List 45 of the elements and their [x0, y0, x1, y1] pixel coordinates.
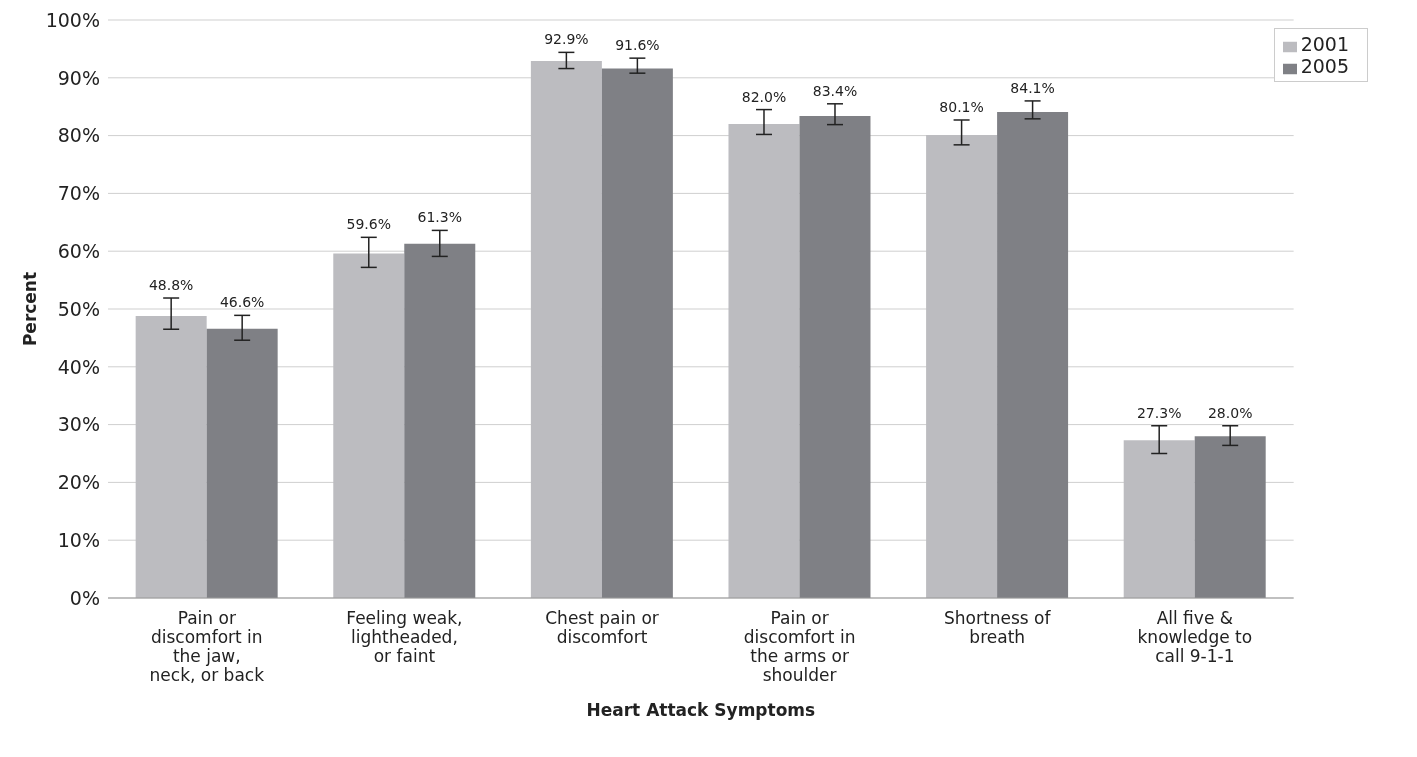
y-tick-label: 10%: [57, 528, 100, 551]
y-tick-label: 100%: [45, 8, 100, 31]
data-label: 80.1%: [939, 98, 984, 115]
data-label: 91.6%: [615, 37, 660, 54]
data-label: 61.3%: [417, 209, 463, 226]
x-tick-label: Feeling weak, lightheaded, or faint: [346, 608, 463, 666]
data-label: 82.0%: [741, 88, 787, 105]
bar: [404, 243, 476, 598]
x-axis-title: Heart Attack Symptoms: [586, 700, 816, 720]
data-label: 28.0%: [1207, 404, 1253, 421]
data-label: 92.9%: [544, 31, 589, 48]
y-tick-label: 70%: [57, 182, 100, 205]
data-label: 84.1%: [1010, 79, 1055, 96]
bar: [601, 68, 673, 598]
x-tick-label: Chest pain or discomfort: [545, 608, 659, 647]
bar: [1194, 436, 1266, 598]
bar: [206, 328, 278, 598]
y-tick-label: 50%: [57, 297, 100, 320]
x-tick-label: All five & knowledge to call 9-1-1: [1137, 608, 1253, 666]
bar: [1123, 440, 1195, 598]
legend-label: 2005: [1300, 55, 1349, 77]
x-tick-label: Shortness of breath: [944, 608, 1052, 647]
bar: [997, 111, 1069, 598]
bar: [926, 135, 998, 598]
y-tick-label: 40%: [57, 355, 100, 378]
y-tick-label: 60%: [57, 239, 100, 262]
y-tick-label: 0%: [69, 586, 100, 609]
y-tick-label: 30%: [57, 413, 100, 436]
x-tick-label: Pain or discomfort in the arms or shoulder: [743, 608, 856, 685]
bar: [333, 253, 405, 598]
bar: [799, 115, 871, 598]
data-label: 83.4%: [812, 82, 858, 99]
bar: [530, 61, 602, 598]
y-axis-title: Percent: [20, 271, 41, 347]
data-label: 59.6%: [346, 216, 392, 233]
x-tick-label: Pain or discomfort in the jaw, neck, or back: [149, 608, 265, 685]
data-label: 46.6%: [219, 294, 265, 311]
y-tick-label: 80%: [57, 124, 100, 147]
y-tick-label: 20%: [57, 471, 100, 494]
data-label: 27.3%: [1136, 404, 1182, 421]
bar: [728, 124, 800, 598]
y-tick-label: 90%: [57, 66, 100, 89]
data-label: 48.8%: [148, 277, 194, 294]
legend-label: 2001: [1300, 33, 1349, 55]
bar: [135, 315, 207, 598]
